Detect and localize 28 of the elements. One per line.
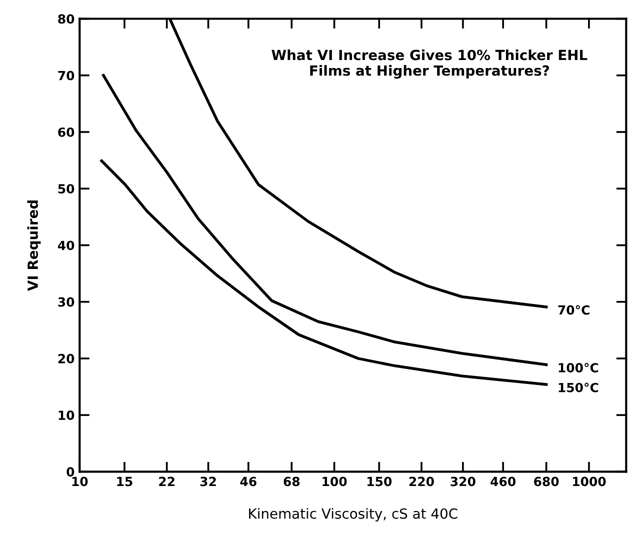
x-tick-label: 10 [72, 476, 88, 486]
x-tick-label: 320 [450, 476, 476, 486]
y-tick-label: 20 [58, 354, 74, 364]
y-tick-label: 70 [58, 70, 74, 80]
series-label: 100°C [558, 362, 598, 372]
legend-label: 70°C [558, 305, 590, 315]
y-tick-label: 80 [58, 14, 74, 24]
y-tick-label: 0 [66, 467, 74, 477]
x-tick-label: 32 [200, 476, 216, 486]
x-tick-label: 46 [240, 476, 256, 486]
x-axis-title: Kinematic Viscosity, cS at 40C [249, 508, 458, 522]
x-tick-label: 220 [409, 476, 434, 486]
text: What VI Increase Gives 10% Thicker EHL Films at Higher Temperatures? [272, 50, 588, 79]
x-tick-label: 68 [284, 476, 300, 486]
x-tick-label: 150 [368, 476, 392, 486]
x-tick-label: 100 [322, 476, 347, 486]
y-tick-label: 50 [58, 184, 74, 194]
y-tick-label: 40 [58, 240, 74, 250]
x-tick-label: 15 [117, 476, 132, 486]
y-axis-title: VI Required [27, 200, 41, 291]
x-tick-label: 22 [159, 476, 174, 486]
y-tick-label: 60 [58, 127, 74, 137]
y-tick-label: 10 [58, 410, 74, 420]
x-tick-label: 460 [490, 476, 516, 486]
x-tick-label: 1000 [572, 476, 606, 486]
x-tick-label: 680 [534, 476, 559, 486]
y-tick-label: 30 [58, 297, 74, 307]
series-label: 150°C [558, 382, 598, 392]
